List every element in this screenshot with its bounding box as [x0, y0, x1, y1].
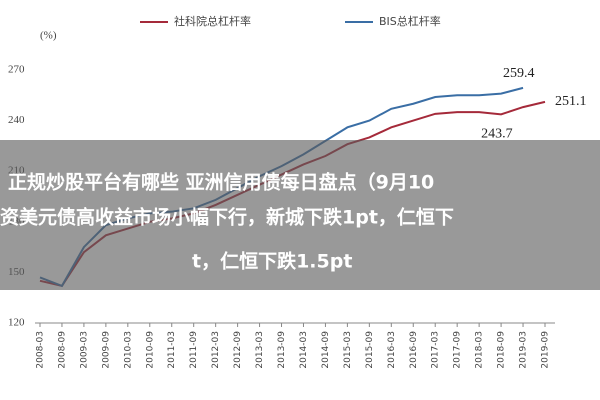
overlay-text: 资美元债高收益市场小幅下行，新城下跌1pt，仁恒下: [0, 206, 454, 229]
value-label: 259.4: [503, 66, 534, 81]
value-label: 243.7: [481, 127, 512, 142]
x-tick-label: 2012-03: [211, 331, 221, 369]
x-tick-label: 2011-03: [167, 331, 177, 369]
legend-label: 社科院总杠杆率: [174, 14, 251, 28]
x-tick-label: 2019-03: [519, 331, 529, 369]
x-tick-label: 2018-03: [475, 331, 485, 369]
legend-label: BIS总杠杆率: [379, 14, 441, 28]
y-tick-label: 120: [8, 317, 25, 329]
x-tick-label: 2014-03: [299, 331, 309, 369]
overlay-banner: [0, 140, 600, 290]
x-tick-label: 2017-03: [431, 331, 441, 369]
x-tick-label: 2017-09: [453, 331, 463, 369]
y-tick-label: 240: [8, 114, 25, 126]
x-tick-label: 2016-09: [409, 331, 419, 369]
x-tick-label: 2016-03: [387, 331, 397, 369]
overlay-text: 正规炒股平台有哪些 亚洲信用债每日盘点（9月10: [8, 171, 434, 194]
overlay-text: t，仁恒下跌1.5pt: [192, 250, 352, 273]
x-tick-label: 2014-09: [321, 331, 331, 369]
x-tick-label: 2011-09: [189, 331, 199, 369]
x-tick-label: 2012-09: [233, 331, 243, 369]
x-tick-label: 2018-09: [497, 331, 507, 369]
x-tick-label: 2010-09: [145, 331, 155, 369]
x-tick-label: 2010-03: [123, 331, 133, 369]
x-tick-label: 2009-03: [79, 331, 89, 369]
x-tick-label: 2009-09: [101, 331, 111, 369]
x-tick-label: 2015-09: [365, 331, 375, 369]
y-tick-label: 270: [8, 64, 25, 76]
x-tick-label: 2008-09: [57, 331, 67, 369]
x-tick-label: 2019-09: [541, 331, 551, 369]
value-label: 251.1: [555, 94, 587, 109]
x-tick-label: 2008-03: [36, 331, 46, 369]
x-tick-label: 2013-03: [255, 331, 265, 369]
x-tick-label: 2015-03: [343, 331, 353, 369]
x-tick-label: 2013-09: [277, 331, 287, 369]
y-unit: (%): [40, 30, 57, 42]
